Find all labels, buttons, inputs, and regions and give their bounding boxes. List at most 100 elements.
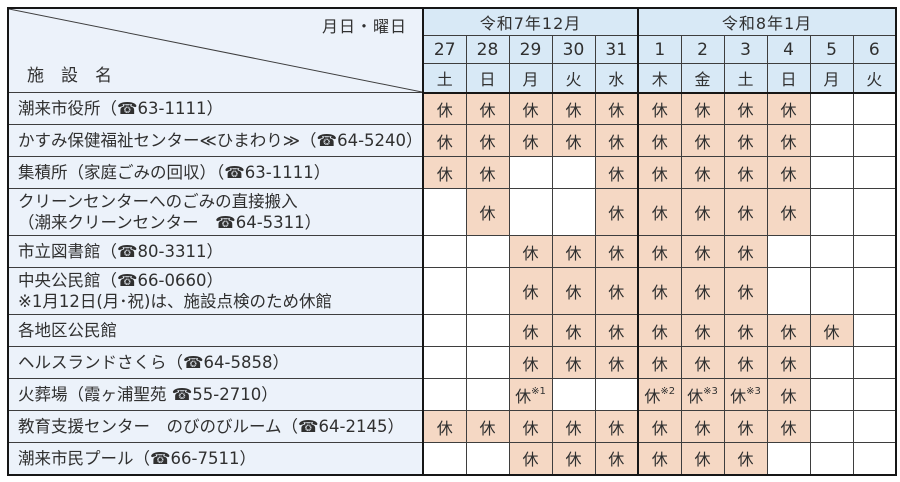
closure-cell-open — [809, 92, 854, 125]
closure-cell-closed: 休 — [422, 410, 467, 443]
closure-cell-closed: 休 — [723, 235, 768, 268]
closure-cell-open — [422, 378, 467, 411]
closure-cell-open — [809, 124, 854, 157]
closure-cell-open — [809, 346, 854, 379]
closure-cell-closed: 休 — [594, 156, 639, 189]
closure-cell-closed: 休 — [637, 235, 682, 268]
closure-cell-closed: 休 — [723, 156, 768, 189]
facility-row: かすみ保健福祉センター≪ひまわり≫（☎64-5240）休休休休休休休休休 — [7, 124, 897, 157]
date-header: 6 — [852, 34, 897, 65]
closure-cell-closed: 休 — [594, 346, 639, 379]
facility-row: クリーンセンターへのごみの直接搬入 （潮来クリーンセンター ☎64-5311） 休… — [7, 188, 897, 236]
closure-cell-closed: 休 — [465, 410, 510, 443]
closure-cell-closed: 休 — [637, 267, 682, 315]
closure-cell-open — [852, 92, 897, 125]
month-header-january: 令和8年1月 — [637, 7, 897, 36]
closure-cell-open — [852, 410, 897, 443]
closure-cell-closed: 休 — [551, 314, 596, 347]
closure-cell-open — [465, 378, 510, 411]
closure-cell-closed: 休 — [594, 442, 639, 475]
closure-cell-closed: 休※2 — [637, 378, 682, 411]
closure-cell-open — [422, 267, 467, 315]
diagonal-line — [9, 9, 422, 92]
closure-cell-closed: 休 — [637, 442, 682, 475]
closure-cell-open — [766, 235, 811, 268]
facility-name-line: （潮来クリーンセンター ☎64-5311） — [18, 213, 322, 232]
closure-cell-closed: 休 — [766, 314, 811, 347]
date-header: 2 — [680, 34, 725, 65]
closure-cell-closed: 休 — [809, 314, 854, 347]
closure-cell-closed: 休 — [594, 92, 639, 125]
closure-cell-closed: 休 — [465, 92, 510, 125]
closure-cell-closed: 休 — [723, 442, 768, 475]
closure-cell-open — [551, 188, 596, 236]
closure-cell-open — [551, 156, 596, 189]
closure-cell-closed: 休 — [723, 314, 768, 347]
weekday-header: 日 — [766, 63, 811, 94]
facility-name-line: 教育支援センター のびのびルーム（☎64-2145） — [18, 417, 404, 436]
closure-cell-open — [508, 156, 553, 189]
corner-cell-inner: 月日・曜日 施 設 名 — [9, 9, 422, 92]
facility-name-line: 火葬場（霞ヶ浦聖苑 ☎55-2710） — [18, 385, 278, 404]
closure-cell-open — [766, 442, 811, 475]
corner-date-day-label: 月日・曜日 — [321, 17, 407, 36]
footnote-marker: ※2 — [660, 386, 676, 398]
date-header: 27 — [422, 34, 467, 65]
closure-cell-open — [465, 267, 510, 315]
closure-cell-open — [594, 378, 639, 411]
closure-cell-closed: 休 — [723, 188, 768, 236]
closure-cell-open — [852, 156, 897, 189]
closure-cell-closed: 休 — [680, 442, 725, 475]
closure-cell-closed: 休 — [508, 346, 553, 379]
closure-cell-closed: 休 — [766, 156, 811, 189]
closure-cell-closed: 休 — [465, 124, 510, 157]
facility-name-line: ヘルスランドさくら（☎64-5858） — [18, 353, 289, 372]
weekday-header: 水 — [594, 63, 639, 94]
closure-cell-closed: 休 — [551, 124, 596, 157]
closure-cell-open — [852, 235, 897, 268]
closure-cell-closed: 休 — [422, 156, 467, 189]
facility-name-line: 潮来市役所（☎63-1111） — [18, 99, 223, 118]
closure-cell-closed: 休 — [766, 410, 811, 443]
facility-name-cell: 集積所（家庭ごみの回収）（☎63-1111） — [7, 156, 424, 189]
closure-cell-open — [422, 188, 467, 236]
closure-cell-closed: 休 — [723, 92, 768, 125]
closure-cell-open — [422, 346, 467, 379]
closure-cell-closed: 休 — [551, 92, 596, 125]
closure-cell-open — [809, 235, 854, 268]
closure-cell-closed: 休 — [508, 267, 553, 315]
date-header: 29 — [508, 34, 553, 65]
closure-cell-closed: 休 — [680, 410, 725, 443]
closure-cell-closed: 休※1 — [508, 378, 553, 411]
facility-name-cell: 中央公民館（☎66-0660） ※1月12日(月･祝)は、施設点検のため休館 — [7, 267, 424, 315]
closure-cell-closed: 休 — [723, 267, 768, 315]
date-header: 30 — [551, 34, 596, 65]
weekday-header: 月 — [809, 63, 854, 94]
facility-name-cell: クリーンセンターへのごみの直接搬入 （潮来クリーンセンター ☎64-5311） — [7, 188, 424, 236]
date-header: 5 — [809, 34, 854, 65]
corner-cell: 月日・曜日 施 設 名 — [7, 7, 424, 93]
closure-cell-open — [508, 188, 553, 236]
facility-name-line: 潮来市民プール（☎66-7511） — [18, 448, 256, 468]
closure-cell-closed: 休 — [680, 235, 725, 268]
month-header-december: 令和7年12月 — [422, 7, 639, 36]
closure-cell-closed: 休 — [766, 346, 811, 379]
closure-cell-open — [852, 267, 897, 315]
closure-cell-open — [422, 314, 467, 347]
month-header-row: 月日・曜日 施 設 名 令和7年12月 令和8年1月 — [7, 7, 897, 93]
weekday-header: 火 — [551, 63, 596, 94]
facility-row: 潮来市民プール（☎66-7511）休休休休休休 — [7, 442, 897, 475]
closure-cell-closed: 休 — [766, 124, 811, 157]
weekday-header: 土 — [422, 63, 467, 94]
closure-cell-open — [422, 442, 467, 475]
table-body: 潮来市役所（☎63-1111）休休休休休休休休休かすみ保健福祉センター≪ひまわり… — [7, 92, 897, 475]
closure-cell-closed: 休 — [637, 156, 682, 189]
closure-cell-closed: 休 — [551, 410, 596, 443]
facility-name-cell: 各地区公民館 — [7, 314, 424, 347]
facility-closure-table: 月日・曜日 施 設 名 令和7年12月 令和8年1月 27 28 29 30 3… — [7, 7, 897, 476]
closure-cell-closed: 休 — [766, 188, 811, 236]
facility-name-cell: 教育支援センター のびのびルーム（☎64-2145） — [7, 410, 424, 443]
closure-cell-closed: 休 — [680, 314, 725, 347]
facility-name-cell: 潮来市民プール（☎66-7511） — [7, 442, 424, 475]
facility-name-line: ※1月12日(月･祝)は、施設点検のため休館 — [18, 292, 332, 311]
